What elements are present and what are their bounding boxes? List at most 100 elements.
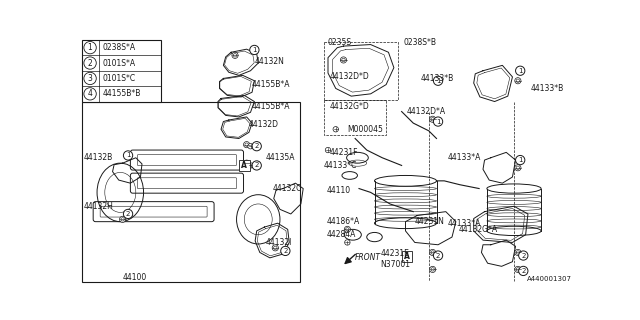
Text: 2: 2 — [255, 143, 259, 149]
Circle shape — [245, 143, 248, 146]
Circle shape — [234, 54, 237, 57]
Text: 4: 4 — [88, 89, 93, 98]
Circle shape — [121, 218, 124, 221]
Circle shape — [431, 117, 435, 121]
Circle shape — [433, 76, 443, 85]
Circle shape — [515, 165, 521, 171]
Circle shape — [515, 78, 521, 84]
Bar — [402, 251, 412, 262]
Text: 0238S*A: 0238S*A — [102, 43, 136, 52]
Circle shape — [84, 57, 96, 69]
Text: 0101S*A: 0101S*A — [102, 59, 136, 68]
Circle shape — [124, 151, 132, 160]
Text: M000045: M000045 — [348, 125, 383, 134]
Circle shape — [518, 251, 528, 260]
Circle shape — [516, 166, 520, 170]
Circle shape — [515, 266, 521, 273]
Circle shape — [340, 57, 347, 63]
Text: 1: 1 — [436, 78, 440, 84]
Circle shape — [84, 88, 96, 100]
Circle shape — [248, 163, 253, 168]
Text: 44132G*D: 44132G*D — [330, 102, 369, 111]
Circle shape — [516, 79, 520, 83]
Text: 1: 1 — [88, 43, 92, 52]
Text: 44231N: 44231N — [415, 217, 445, 226]
Text: 44231F: 44231F — [330, 148, 358, 157]
Text: 44132G*A: 44132G*A — [458, 225, 497, 234]
Text: 44133*B: 44133*B — [531, 84, 564, 93]
Text: 1: 1 — [252, 47, 257, 53]
Text: 44284A: 44284A — [326, 230, 356, 239]
Text: 44132N: 44132N — [254, 57, 284, 66]
Circle shape — [433, 251, 443, 260]
Text: FRONT: FRONT — [355, 253, 381, 262]
Text: 44132H: 44132H — [84, 202, 114, 211]
Text: 44132B: 44132B — [84, 153, 113, 162]
Text: 44231E: 44231E — [381, 250, 410, 259]
Circle shape — [232, 52, 238, 59]
Circle shape — [518, 266, 528, 276]
Text: 44132D: 44132D — [249, 120, 279, 129]
Circle shape — [244, 141, 250, 148]
Text: 2: 2 — [436, 252, 440, 259]
Text: A: A — [241, 161, 247, 170]
Circle shape — [346, 228, 349, 231]
Text: 3: 3 — [88, 74, 93, 83]
Circle shape — [84, 42, 96, 54]
Text: 0101S*C: 0101S*C — [102, 74, 136, 83]
Text: 44133*C: 44133*C — [324, 161, 358, 170]
Bar — [81, 40, 161, 101]
Text: 2: 2 — [283, 248, 287, 254]
Circle shape — [273, 246, 277, 250]
Text: 44132D*A: 44132D*A — [407, 107, 446, 116]
Circle shape — [429, 266, 436, 273]
Text: 2: 2 — [521, 268, 525, 274]
Text: A440001307: A440001307 — [527, 276, 572, 283]
Text: 1: 1 — [126, 152, 131, 158]
Text: 44132D*D: 44132D*D — [330, 72, 369, 81]
Text: 44132C: 44132C — [272, 184, 301, 193]
Circle shape — [252, 141, 261, 151]
Circle shape — [245, 162, 248, 165]
Circle shape — [516, 156, 525, 165]
Text: 2: 2 — [521, 252, 525, 259]
Circle shape — [325, 147, 331, 153]
Text: 2: 2 — [126, 211, 130, 217]
Text: 0235S: 0235S — [328, 38, 352, 47]
Circle shape — [429, 249, 436, 256]
Text: 44155B*A: 44155B*A — [252, 102, 291, 111]
Text: 1: 1 — [518, 157, 522, 163]
Circle shape — [250, 45, 259, 55]
Circle shape — [333, 127, 339, 132]
Bar — [324, 100, 386, 135]
Bar — [81, 101, 300, 283]
Circle shape — [244, 160, 250, 166]
Circle shape — [124, 209, 132, 219]
Circle shape — [516, 66, 525, 76]
Text: N37001: N37001 — [381, 260, 411, 268]
Circle shape — [342, 58, 345, 62]
Text: 2: 2 — [255, 163, 259, 168]
Circle shape — [431, 268, 435, 271]
Circle shape — [345, 240, 350, 245]
Text: 1: 1 — [436, 118, 440, 124]
Bar — [324, 42, 397, 100]
Circle shape — [516, 251, 520, 254]
Text: 44155B*A: 44155B*A — [252, 80, 291, 89]
Circle shape — [281, 246, 290, 256]
Text: 44155B*B: 44155B*B — [102, 89, 141, 98]
Circle shape — [120, 216, 125, 222]
Bar — [239, 160, 250, 171]
Text: 44132I: 44132I — [266, 238, 292, 247]
Text: 1: 1 — [518, 68, 522, 74]
Text: 2: 2 — [88, 59, 92, 68]
Circle shape — [431, 251, 435, 254]
Text: A: A — [404, 252, 410, 261]
Circle shape — [515, 249, 521, 256]
Text: 44100: 44100 — [123, 273, 147, 282]
Text: 44110: 44110 — [326, 186, 351, 195]
Text: 44133*A: 44133*A — [448, 153, 481, 162]
Circle shape — [344, 226, 351, 232]
Text: 44186*A: 44186*A — [326, 217, 360, 226]
Circle shape — [252, 161, 261, 170]
